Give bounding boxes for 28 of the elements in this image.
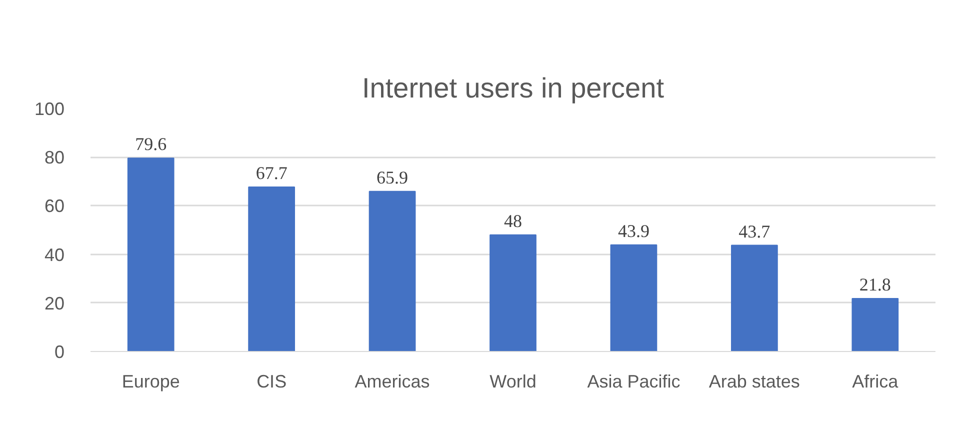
x-tick-label: Asia Pacific [587, 372, 680, 392]
bar [730, 244, 778, 352]
bar [248, 186, 296, 352]
data-label: 43.7 [738, 221, 770, 242]
y-tick-label: 60 [44, 196, 65, 216]
x-tick-label: World [490, 372, 536, 392]
data-label: 48 [504, 210, 522, 231]
y-tick-label: 20 [44, 293, 65, 314]
y-tick-label: 80 [44, 148, 65, 168]
chart-title: Internet users in percent [362, 72, 664, 104]
x-tick-label: Americas [354, 372, 430, 392]
bar [490, 234, 536, 352]
data-label: 21.8 [859, 274, 891, 295]
bar [852, 298, 899, 352]
x-tick-label: Europe [122, 372, 180, 392]
y-tick-label: 40 [44, 244, 65, 265]
bar [127, 158, 174, 352]
data-label: 67.7 [256, 162, 288, 183]
bar [368, 190, 416, 352]
x-tick-label: Arab states [708, 372, 800, 392]
data-label: 65.9 [376, 167, 408, 188]
data-label: 79.6 [135, 134, 167, 154]
y-tick-label: 0 [54, 342, 65, 362]
data-label: 43.9 [618, 220, 650, 241]
x-tick-label: Africa [852, 372, 900, 392]
bar [610, 244, 658, 352]
x-tick-label: CIS [256, 372, 287, 392]
y-tick-label: 100 [34, 99, 65, 119]
